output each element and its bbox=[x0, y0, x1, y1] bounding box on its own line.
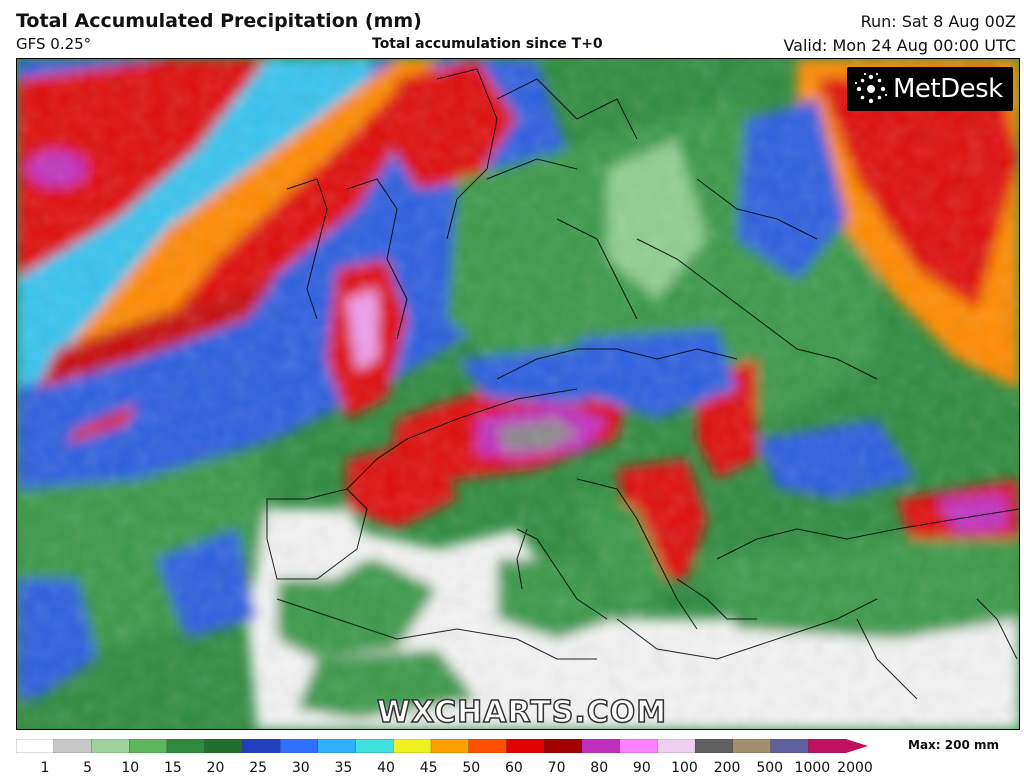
scale-segment bbox=[657, 739, 696, 753]
scale-segment bbox=[53, 739, 93, 753]
scale-ticks: 1 5 10 15 20 25 30 35 40 45 50 60 70 80 90 100 200 500 100… bbox=[0, 760, 1024, 780]
scale-segment bbox=[581, 739, 621, 753]
scale-segment bbox=[732, 739, 772, 753]
max-label: Max: 200 mm bbox=[908, 738, 999, 752]
scale-tick-label: 40 bbox=[377, 760, 395, 776]
map-texture bbox=[17, 59, 1019, 729]
scale-tick-label: 200 bbox=[713, 760, 741, 776]
scale-tick-label: 100 bbox=[671, 760, 698, 776]
scale-tick-label: 20 bbox=[206, 760, 225, 776]
map-canvas bbox=[17, 59, 1019, 729]
model-label: GFS 0.25° bbox=[16, 35, 92, 53]
wxcharts-watermark: WXCHARTS.COM bbox=[376, 694, 668, 730]
scale-tick-label: 30 bbox=[291, 760, 310, 776]
scale-tick-label: 15 bbox=[163, 760, 182, 776]
scale-segment bbox=[430, 739, 470, 753]
scale-segment bbox=[808, 739, 847, 753]
scale-tick-label: 35 bbox=[334, 760, 353, 776]
scale-segment bbox=[770, 739, 809, 753]
scale-tick-label: 25 bbox=[249, 760, 268, 776]
run-label: Run: Sat 8 Aug 00Z bbox=[860, 12, 1016, 31]
scale-segment bbox=[544, 739, 583, 753]
metdesk-logo-mark-icon bbox=[853, 71, 889, 107]
scale-tick-label: 50 bbox=[462, 760, 481, 776]
coastlines bbox=[266, 68, 1019, 700]
valid-label: Valid: Mon 24 Aug 00:00 UTC bbox=[783, 36, 1016, 55]
scale-segment bbox=[355, 739, 394, 753]
scale-segment bbox=[317, 739, 357, 753]
scale-segment bbox=[393, 739, 432, 753]
scale-segment bbox=[279, 739, 319, 753]
scale-segment bbox=[506, 739, 545, 753]
precipitation-map[interactable]: MetDesk WXCHARTS.COM bbox=[16, 58, 1020, 730]
scale-segment bbox=[242, 739, 281, 753]
scale-tick-label: 60 bbox=[505, 760, 523, 776]
scale-segment bbox=[166, 739, 206, 753]
scale-segment bbox=[694, 739, 734, 753]
chart-subtitle: Total accumulation since T+0 bbox=[372, 36, 603, 52]
scale-segment bbox=[204, 739, 244, 753]
metdesk-logo: MetDesk bbox=[847, 67, 1013, 111]
scale-tick-label: 90 bbox=[632, 760, 651, 776]
scale-segment bbox=[91, 739, 130, 753]
chart-title: Total Accumulated Precipitation (mm) bbox=[16, 10, 422, 32]
scale-tick-label: 1 bbox=[40, 760, 50, 776]
scale-tick-label: 1000 bbox=[794, 760, 831, 776]
scale-segment bbox=[619, 739, 659, 753]
scale-segment bbox=[16, 739, 55, 753]
metdesk-logo-text: MetDesk bbox=[893, 74, 1003, 104]
scale-tick-label: 5 bbox=[83, 760, 93, 776]
scale-segment bbox=[129, 739, 168, 753]
scale-tick-label: 70 bbox=[547, 760, 566, 776]
scale-tick-label: 10 bbox=[121, 760, 140, 776]
scale-tick-label: 45 bbox=[419, 760, 438, 776]
scale-tick-label: 2000 bbox=[837, 760, 873, 776]
scale-segment bbox=[468, 739, 508, 753]
scale-tick-label: 80 bbox=[590, 760, 609, 776]
scale-tick-label: 500 bbox=[756, 760, 784, 776]
color-scale-bar bbox=[16, 739, 868, 753]
